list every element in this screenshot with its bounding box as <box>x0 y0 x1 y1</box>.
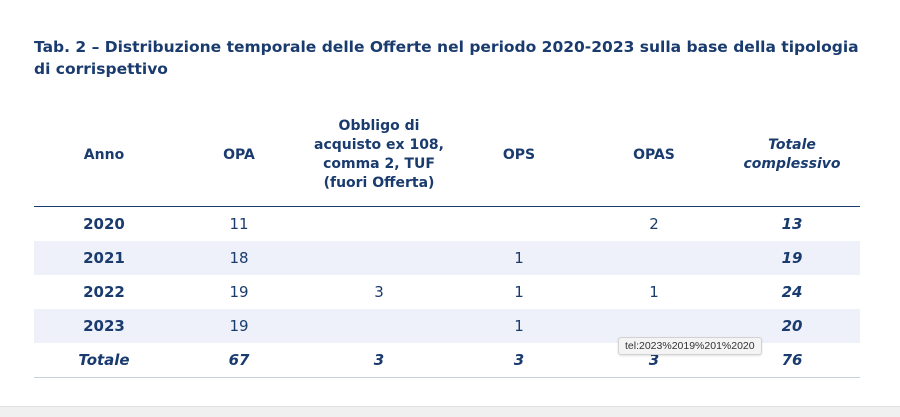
cell-ops: 1 <box>454 309 584 343</box>
table-row: 2021 18 1 19 <box>34 241 860 275</box>
cell-obbligo <box>304 241 454 275</box>
header-anno: Anno <box>34 104 174 207</box>
page: Tab. 2 – Distribuzione temporale delle O… <box>34 38 860 378</box>
cell-opas: 1 <box>649 283 659 301</box>
cell-total: 24 <box>781 283 803 301</box>
offers-table: Anno OPA Obbligo di acquisto ex 108, com… <box>34 104 860 378</box>
cell-opas <box>584 241 724 275</box>
cell-opa: 18 <box>174 241 304 275</box>
cell-year: 2020 <box>83 215 125 233</box>
cell-opa: 19 <box>229 283 249 301</box>
cell-year: 2023 <box>34 309 174 343</box>
header-ops: OPS <box>454 104 584 207</box>
table-caption: Tab. 2 – Distribuzione temporale delle O… <box>34 38 859 78</box>
cell-total-ops: 3 <box>454 343 584 378</box>
link-tooltip: tel:2023%2019%201%2020 <box>618 337 762 355</box>
cell-opas: 2 <box>649 215 659 233</box>
cell-total: 19 <box>724 241 860 275</box>
header-obbligo: Obbligo di acquisto ex 108, comma 2, TUF… <box>304 104 454 207</box>
cell-obbligo: 3 <box>374 283 384 301</box>
cell-total: 13 <box>781 215 803 233</box>
cell-total-opa: 67 <box>174 343 304 378</box>
header-row: Anno OPA Obbligo di acquisto ex 108, com… <box>34 104 860 207</box>
cell-ops: 1 <box>454 241 584 275</box>
cell-ops <box>454 207 584 242</box>
cell-ops: 1 <box>514 283 524 301</box>
cell-totale-label: Totale <box>34 343 174 378</box>
cell-opa: 19 <box>174 309 304 343</box>
cell-total-obbligo: 3 <box>304 343 454 378</box>
cell-obbligo <box>304 207 454 242</box>
cell-year: 2022 <box>83 283 125 301</box>
table-row: 2022 19 3 1 1 24 <box>34 275 860 309</box>
header-totale-complessivo: Totale complessivo <box>724 104 860 207</box>
totals-row: Totale 67 3 3 3 76 <box>34 343 860 378</box>
cell-obbligo <box>304 309 454 343</box>
bottom-strip <box>0 406 900 417</box>
cell-opa: 11 <box>229 215 249 233</box>
cell-year: 2021 <box>34 241 174 275</box>
header-opa: OPA <box>174 104 304 207</box>
table-row: 2020 11 2 13 <box>34 207 860 242</box>
header-opas: OPAS <box>584 104 724 207</box>
